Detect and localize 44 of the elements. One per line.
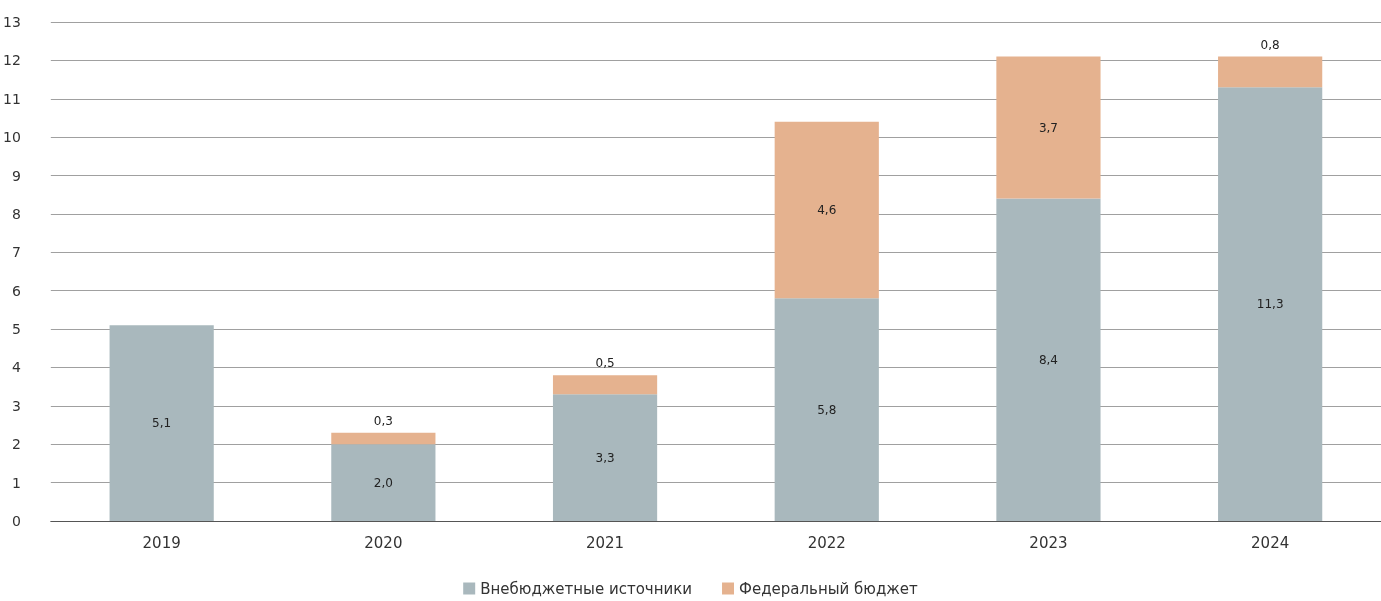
y-tick-label: 6 bbox=[11, 282, 21, 299]
x-tick-label: 2024 bbox=[1251, 533, 1290, 552]
x-tick-label: 2023 bbox=[1029, 533, 1068, 552]
data-label: 5,1 bbox=[152, 416, 172, 431]
data-label: 3,3 bbox=[595, 450, 615, 465]
bar bbox=[774, 298, 879, 521]
legend-label: Внебюджетные источники bbox=[480, 579, 693, 598]
x-tick-label: 2019 bbox=[142, 533, 181, 552]
data-label: 5,8 bbox=[817, 402, 837, 417]
data-label: 11,3 bbox=[1256, 297, 1284, 312]
y-tick-label: 10 bbox=[2, 129, 21, 146]
data-label: 4,6 bbox=[817, 203, 837, 218]
data-label: 2,0 bbox=[373, 475, 393, 490]
data-label: 3,7 bbox=[1038, 120, 1058, 135]
bar bbox=[774, 121, 879, 299]
x-tick-label: 2020 bbox=[364, 533, 403, 552]
y-tick-label: 4 bbox=[11, 359, 21, 376]
y-tick-label: 0 bbox=[11, 513, 21, 529]
y-tick-label: 5 bbox=[11, 321, 21, 338]
data-label: 8,4 bbox=[1038, 352, 1058, 367]
data-label: 0,5 bbox=[595, 356, 615, 371]
bar bbox=[996, 56, 1101, 199]
y-tick-label: 1 bbox=[11, 474, 21, 491]
data-label: 0,3 bbox=[373, 413, 393, 428]
y-tick-label: 13 bbox=[2, 14, 21, 30]
bar bbox=[1218, 56, 1323, 88]
bar bbox=[552, 375, 658, 395]
x-tick-label: 2022 bbox=[807, 533, 846, 552]
bar bbox=[996, 198, 1101, 521]
bar bbox=[331, 444, 436, 521]
bar bbox=[109, 325, 214, 521]
data-label: 0,8 bbox=[1260, 37, 1280, 52]
y-tick-label: 8 bbox=[11, 205, 21, 222]
bar bbox=[552, 394, 658, 521]
y-tick-label: 12 bbox=[2, 52, 21, 69]
y-tick-label: 11 bbox=[2, 90, 21, 107]
bar bbox=[331, 432, 436, 445]
y-tick-label: 2 bbox=[11, 436, 21, 453]
x-tick-label: 2021 bbox=[585, 533, 625, 552]
legend-label: Федеральный бюджет bbox=[739, 579, 919, 598]
bar bbox=[1218, 87, 1323, 521]
y-tick-label: 9 bbox=[11, 167, 21, 184]
y-tick-label: 3 bbox=[11, 397, 21, 414]
y-tick-label: 7 bbox=[11, 244, 21, 261]
